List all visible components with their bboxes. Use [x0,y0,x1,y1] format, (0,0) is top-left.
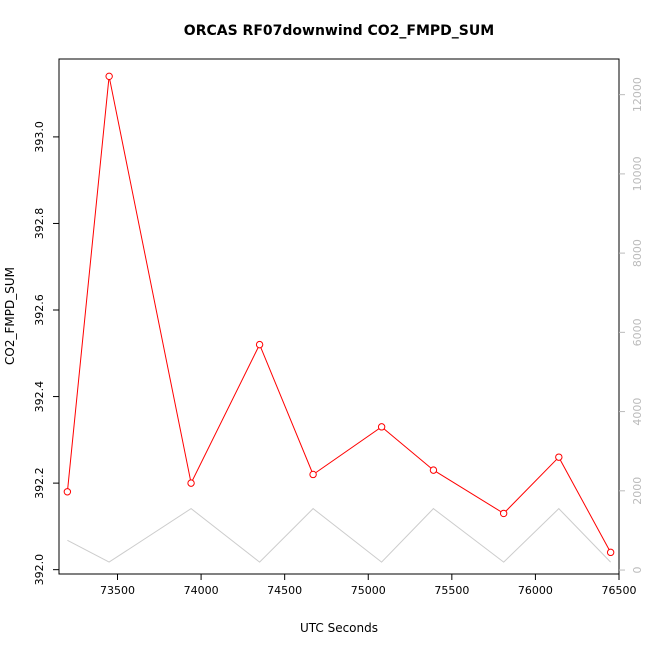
x-tick-label: 74500 [267,584,302,597]
data-point [377,423,386,431]
y2-tick-label: 10000 [631,156,644,191]
chart-title: ORCAS RF07downwind CO2_FMPD_SUM [184,23,494,39]
y-tick-label: 393.0 [33,121,46,153]
series-layer [63,72,615,563]
y2-tick-label: 4000 [631,398,644,426]
x-axis: 73500 74000 74500 75000 75500 76000 76500 [100,574,637,597]
series-line-right [67,507,611,563]
data-point [606,548,615,557]
data-point [105,72,113,81]
data-point [187,479,195,487]
plot-frame [58,58,620,575]
x-tick-label: 75500 [434,584,469,597]
x-tick-label: 75000 [351,584,386,597]
y2-tick-label: 0 [631,567,644,574]
y2-tick-label: 2000 [631,477,644,505]
data-point [499,509,508,518]
y-tick-label: 392.6 [33,294,46,326]
y2-tick-label: 12000 [631,77,644,112]
x-tick-label: 76000 [518,584,553,597]
y-tick-label: 392.8 [33,208,46,240]
data-point [255,340,264,349]
y-tick-label: 392.2 [33,467,46,499]
data-point [429,466,438,474]
x-tick-label: 73500 [100,584,135,597]
x-tick-label: 74000 [184,584,219,597]
y-axis-right: 0 2000 4000 6000 8000 10000 12000 [619,77,644,574]
y-axis-label: CO2_FMPD_SUM [3,267,17,365]
data-point [309,470,317,479]
series-line-left [66,76,612,553]
y2-tick-label: 6000 [631,318,644,346]
x-tick-label: 76500 [602,584,637,597]
y-axis-left: 392.0 392.2 392.4 392.6 392.8 393.0 [33,121,59,585]
y-tick-label: 392.4 [33,381,46,413]
data-point [63,488,72,496]
x-axis-label: UTC Seconds [300,621,378,635]
data-point [555,453,563,461]
y2-tick-label: 8000 [631,239,644,267]
y-tick-label: 392.0 [33,554,46,586]
